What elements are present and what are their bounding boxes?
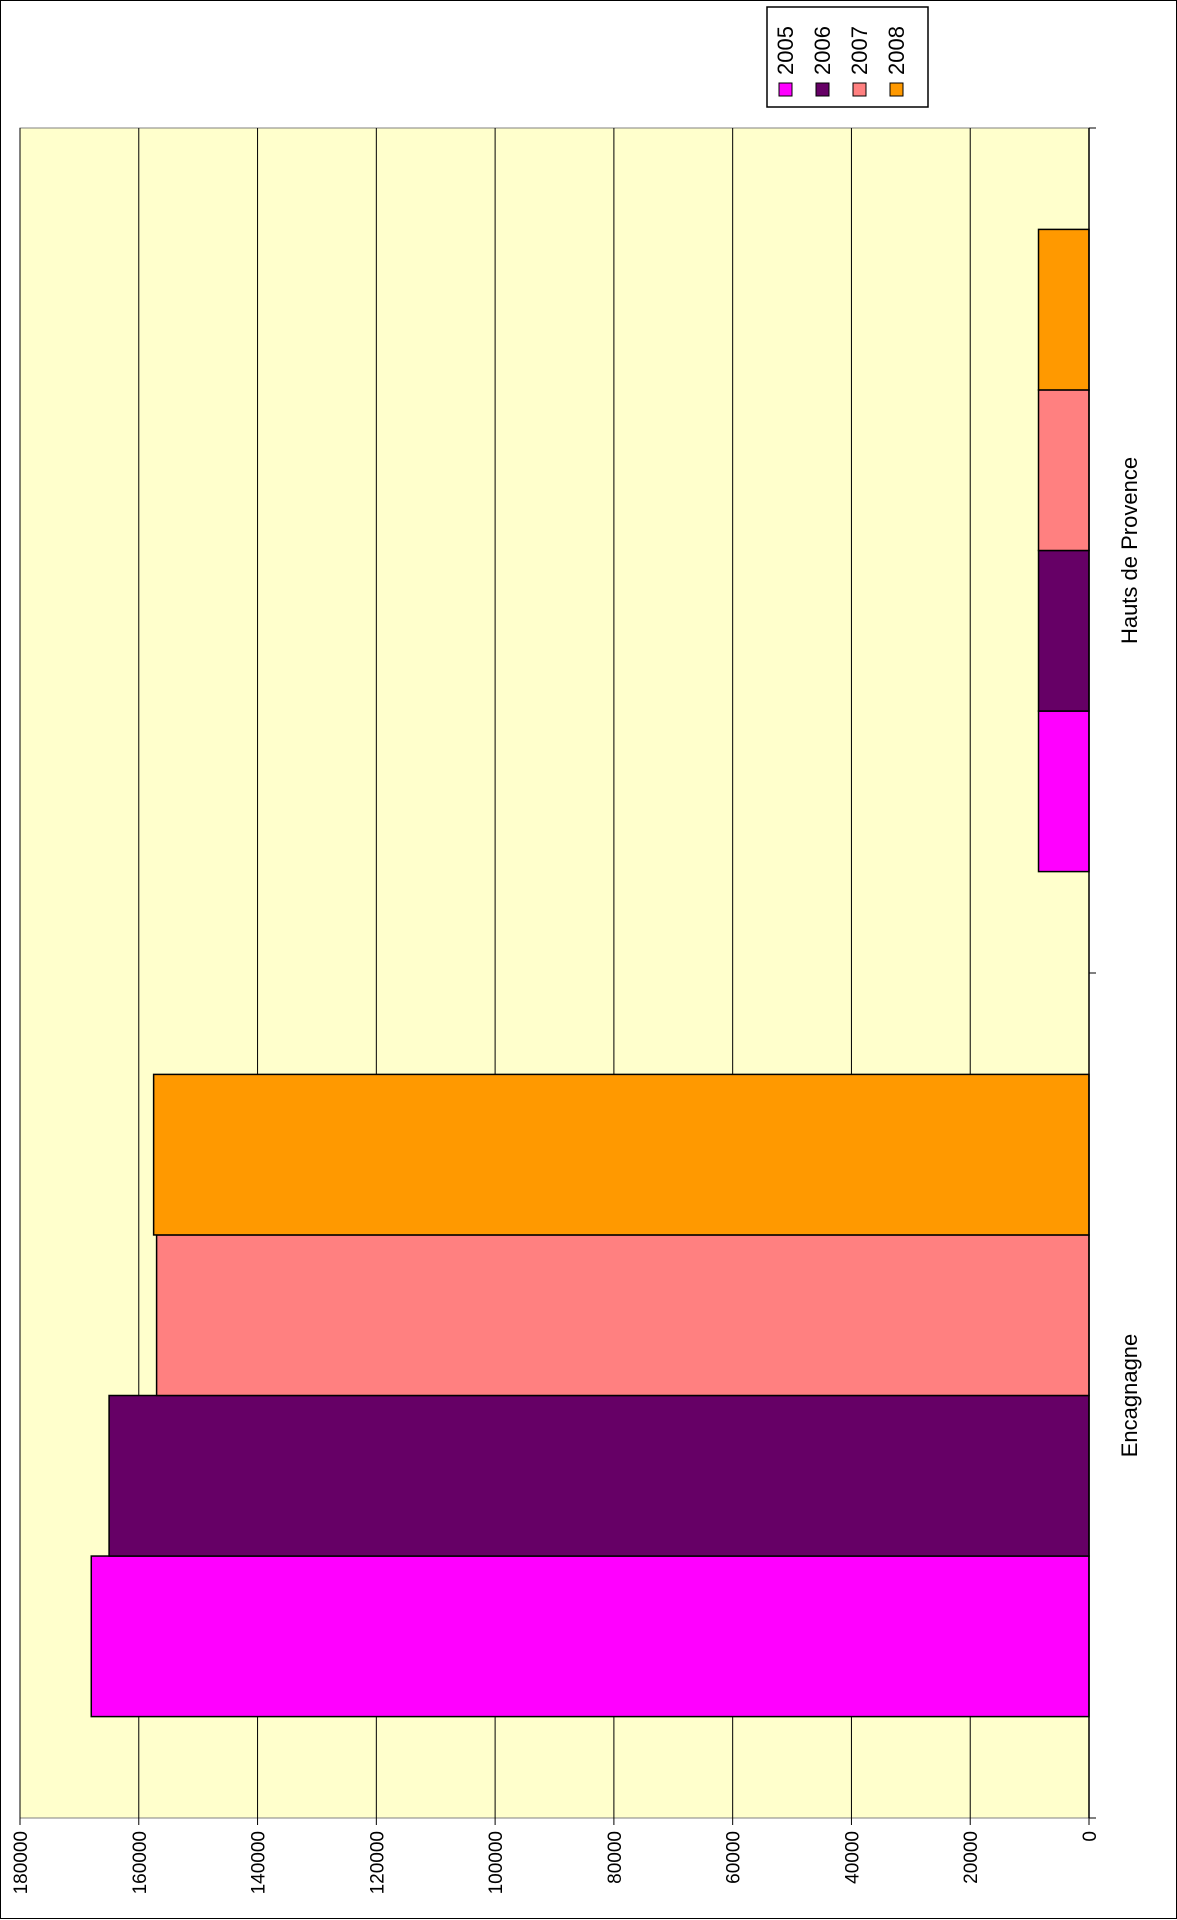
value-tick-label: 140000 xyxy=(249,1831,270,1894)
legend-label-2007: 2007 xyxy=(847,26,872,75)
bar-2005-1 xyxy=(1037,710,1090,873)
bars xyxy=(90,228,1090,1718)
bar-2008-1 xyxy=(1037,228,1090,391)
bar-2006-0 xyxy=(108,1394,1090,1557)
legend-swatch-2005 xyxy=(778,82,793,97)
bar-2008-0 xyxy=(152,1073,1090,1236)
value-tick-label: 40000 xyxy=(842,1831,863,1884)
legend-label-2006: 2006 xyxy=(810,26,835,75)
legend-label-2005: 2005 xyxy=(773,26,798,75)
bar-2007-1 xyxy=(1037,389,1090,552)
value-tick-label: 60000 xyxy=(724,1831,745,1884)
bar-2007-0 xyxy=(155,1234,1090,1397)
legend-label-2008: 2008 xyxy=(884,26,909,75)
value-tick-label: 180000 xyxy=(11,1831,32,1894)
value-tick-label: 100000 xyxy=(486,1831,507,1894)
value-axis: 0 20000 40000 60000 80000 100000 120000 140000 1… xyxy=(11,128,1101,1894)
category-axis: Encagnagne Hauts de Provence xyxy=(1089,127,1142,1819)
bar-2006-1 xyxy=(1037,549,1090,712)
value-tick-label: 120000 xyxy=(367,1831,388,1894)
value-tick-label: 20000 xyxy=(961,1831,982,1884)
category-label: Hauts de Provence xyxy=(1117,457,1142,644)
legend: 2005 2006 2007 2008 xyxy=(766,6,929,108)
legend-swatch-2006 xyxy=(815,82,830,97)
category-label: Encagnagne xyxy=(1117,1334,1142,1458)
legend-swatch-2007 xyxy=(852,82,867,97)
value-tick-label: 0 xyxy=(1080,1831,1101,1842)
legend-swatch-2008 xyxy=(889,82,904,97)
bar-2005-0 xyxy=(90,1555,1090,1718)
value-tick-label: 160000 xyxy=(130,1831,151,1894)
value-tick-label: 80000 xyxy=(605,1831,626,1884)
